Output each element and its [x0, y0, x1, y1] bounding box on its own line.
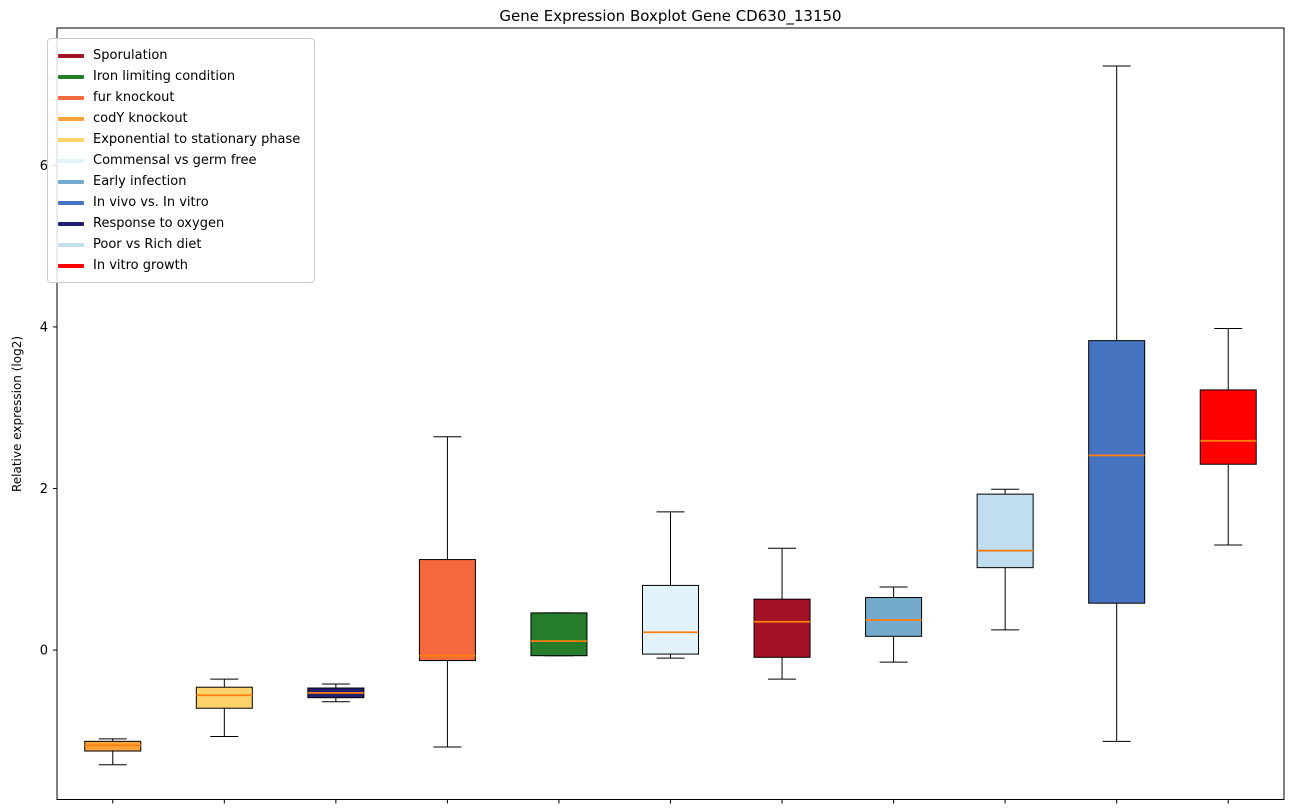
legend-item: In vitro growth [58, 255, 300, 276]
box [865, 597, 923, 637]
legend-item: Response to oxygen [58, 213, 300, 234]
legend-item: Sporulation [58, 45, 300, 66]
legend-label: fur knockout [93, 90, 175, 105]
legend-item: Poor vs Rich diet [58, 234, 300, 255]
legend-item: fur knockout [58, 87, 300, 108]
legend-label: Early infection [93, 174, 187, 189]
legend-color-swatch [58, 158, 84, 163]
legend-label: Iron limiting condition [93, 69, 236, 84]
legend-label: In vitro growth [93, 258, 188, 273]
legend-color-swatch [58, 242, 84, 247]
legend-color-swatch [58, 95, 84, 100]
legend-label: Sporulation [93, 48, 168, 63]
legend-color-swatch [58, 200, 84, 205]
legend-item: codY knockout [58, 108, 300, 129]
legend-label: Poor vs Rich diet [93, 237, 202, 252]
legend-label: Exponential to stationary phase [93, 132, 301, 147]
legend-label: Response to oxygen [93, 216, 225, 231]
y-axis-tick-label: 6 [40, 159, 48, 174]
legend-color-swatch [58, 263, 84, 268]
legend-item: Commensal vs germ free [58, 150, 300, 171]
legend-label: codY knockout [93, 111, 188, 126]
box [195, 686, 253, 709]
box [642, 584, 699, 655]
y-axis-tick-label: 4 [40, 320, 48, 335]
box [753, 598, 811, 658]
box [976, 493, 1034, 569]
legend-item: In vivo vs. In vitro [58, 192, 300, 213]
legend-color-swatch [58, 221, 84, 226]
legend-color-swatch [58, 179, 84, 184]
box [418, 559, 476, 662]
legend-label: Commensal vs germ free [93, 153, 257, 168]
y-axis-tick-label: 2 [40, 482, 48, 497]
legend-color-swatch [58, 137, 84, 142]
legend-label: In vivo vs. In vitro [93, 195, 209, 210]
legend-item: Exponential to stationary phase [58, 129, 300, 150]
legend-color-swatch [58, 53, 84, 58]
legend-color-swatch [58, 74, 84, 79]
legend-item: Early infection [58, 171, 300, 192]
y-axis-tick-label: 0 [40, 644, 48, 659]
box [530, 612, 588, 657]
legend-color-swatch [58, 116, 84, 121]
box [1088, 340, 1146, 604]
chart-title: Gene Expression Boxplot Gene CD630_13150 [499, 7, 842, 25]
box [1199, 389, 1257, 465]
legend: Sporulation Iron limiting condition fur kn… [47, 38, 316, 283]
legend-item: Iron limiting condition [58, 66, 300, 87]
